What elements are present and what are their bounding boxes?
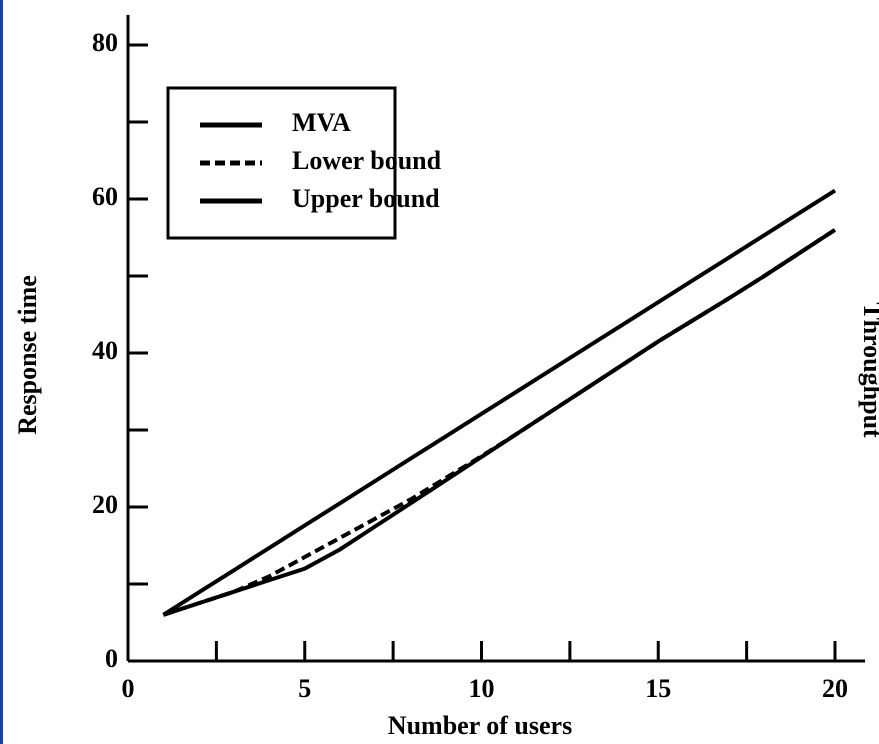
- partial-label: Throughput: [858, 302, 879, 438]
- y-tick-label: 40: [92, 336, 118, 365]
- y-tick-label: 60: [92, 182, 118, 211]
- y-tick-label: 80: [92, 28, 118, 57]
- legend: MVA Lower bound Upper bound: [166, 86, 442, 240]
- y-tick-label: 0: [105, 644, 118, 673]
- legend-label: MVA: [292, 108, 351, 137]
- left-border: [0, 0, 3, 744]
- y-axis-label: Response time: [13, 275, 42, 435]
- legend-label: Lower bound: [292, 146, 442, 175]
- x-tick-label: 0: [122, 674, 135, 703]
- x-tick-label: 20: [822, 674, 848, 703]
- x-axis-label: Number of users: [388, 711, 572, 740]
- series-line: [162, 228, 837, 617]
- legend-label: Upper bound: [292, 184, 440, 213]
- y-tick-label: 20: [92, 490, 118, 519]
- series-line: [162, 188, 837, 617]
- x-tick-label: 5: [298, 674, 311, 703]
- x-tick-label: 10: [469, 674, 495, 703]
- x-tick-label: 15: [645, 674, 671, 703]
